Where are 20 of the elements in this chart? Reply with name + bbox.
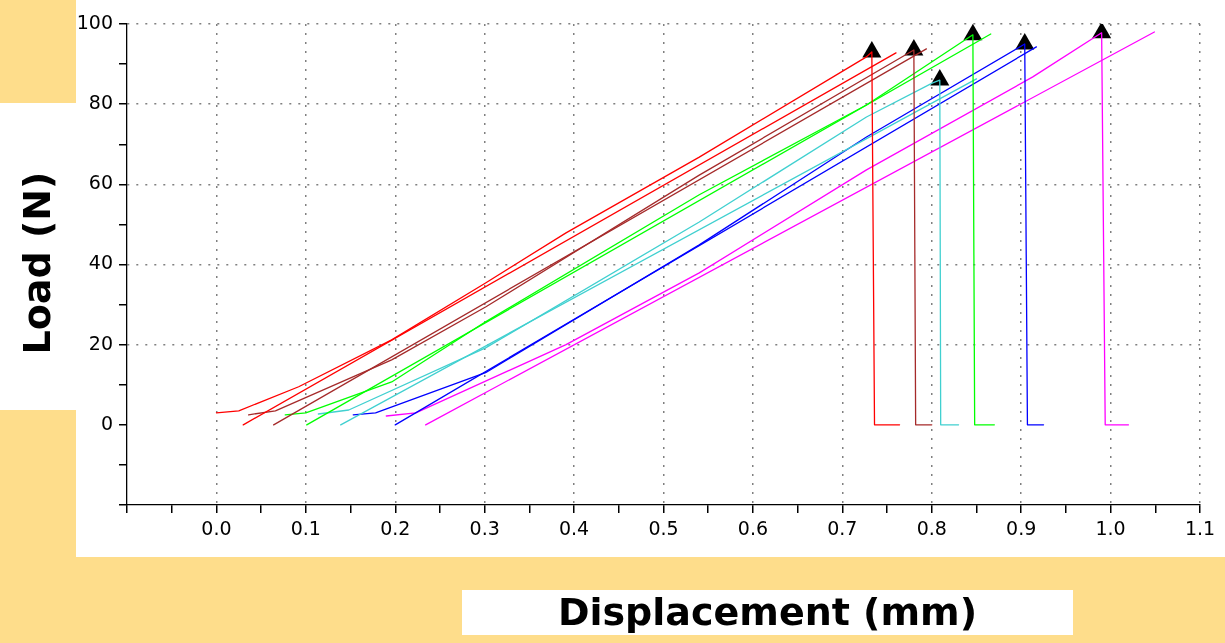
- x-tick-label: 1.1: [1184, 517, 1216, 540]
- x-tick-label: 0.0: [201, 517, 232, 540]
- x-tick-label: 0.1: [290, 517, 321, 540]
- x-tick-label: 0.9: [1006, 517, 1037, 540]
- x-tick-label: 0.7: [827, 517, 858, 540]
- x-tick-label: 0.2: [380, 517, 411, 540]
- x-tick-label: 0.6: [737, 517, 769, 540]
- x-axis-title: Displacement (mm): [462, 590, 1073, 635]
- y-tick-label: 80: [88, 91, 113, 114]
- x-tick-label: 1.0: [1095, 517, 1126, 540]
- y-tick-label: 0: [100, 411, 113, 434]
- y-tick-label: 60: [88, 171, 113, 194]
- x-tick-label: 0.3: [469, 517, 500, 540]
- y-tick-label: 100: [76, 10, 113, 33]
- x-tick-label: 0.8: [916, 517, 947, 540]
- x-tick-label: 0.5: [648, 517, 679, 540]
- y-axis-title: Load (N): [15, 171, 59, 355]
- y-tick-label: 20: [88, 331, 113, 354]
- x-tick-label: 0.4: [558, 517, 590, 540]
- y-tick-label: 40: [88, 251, 113, 274]
